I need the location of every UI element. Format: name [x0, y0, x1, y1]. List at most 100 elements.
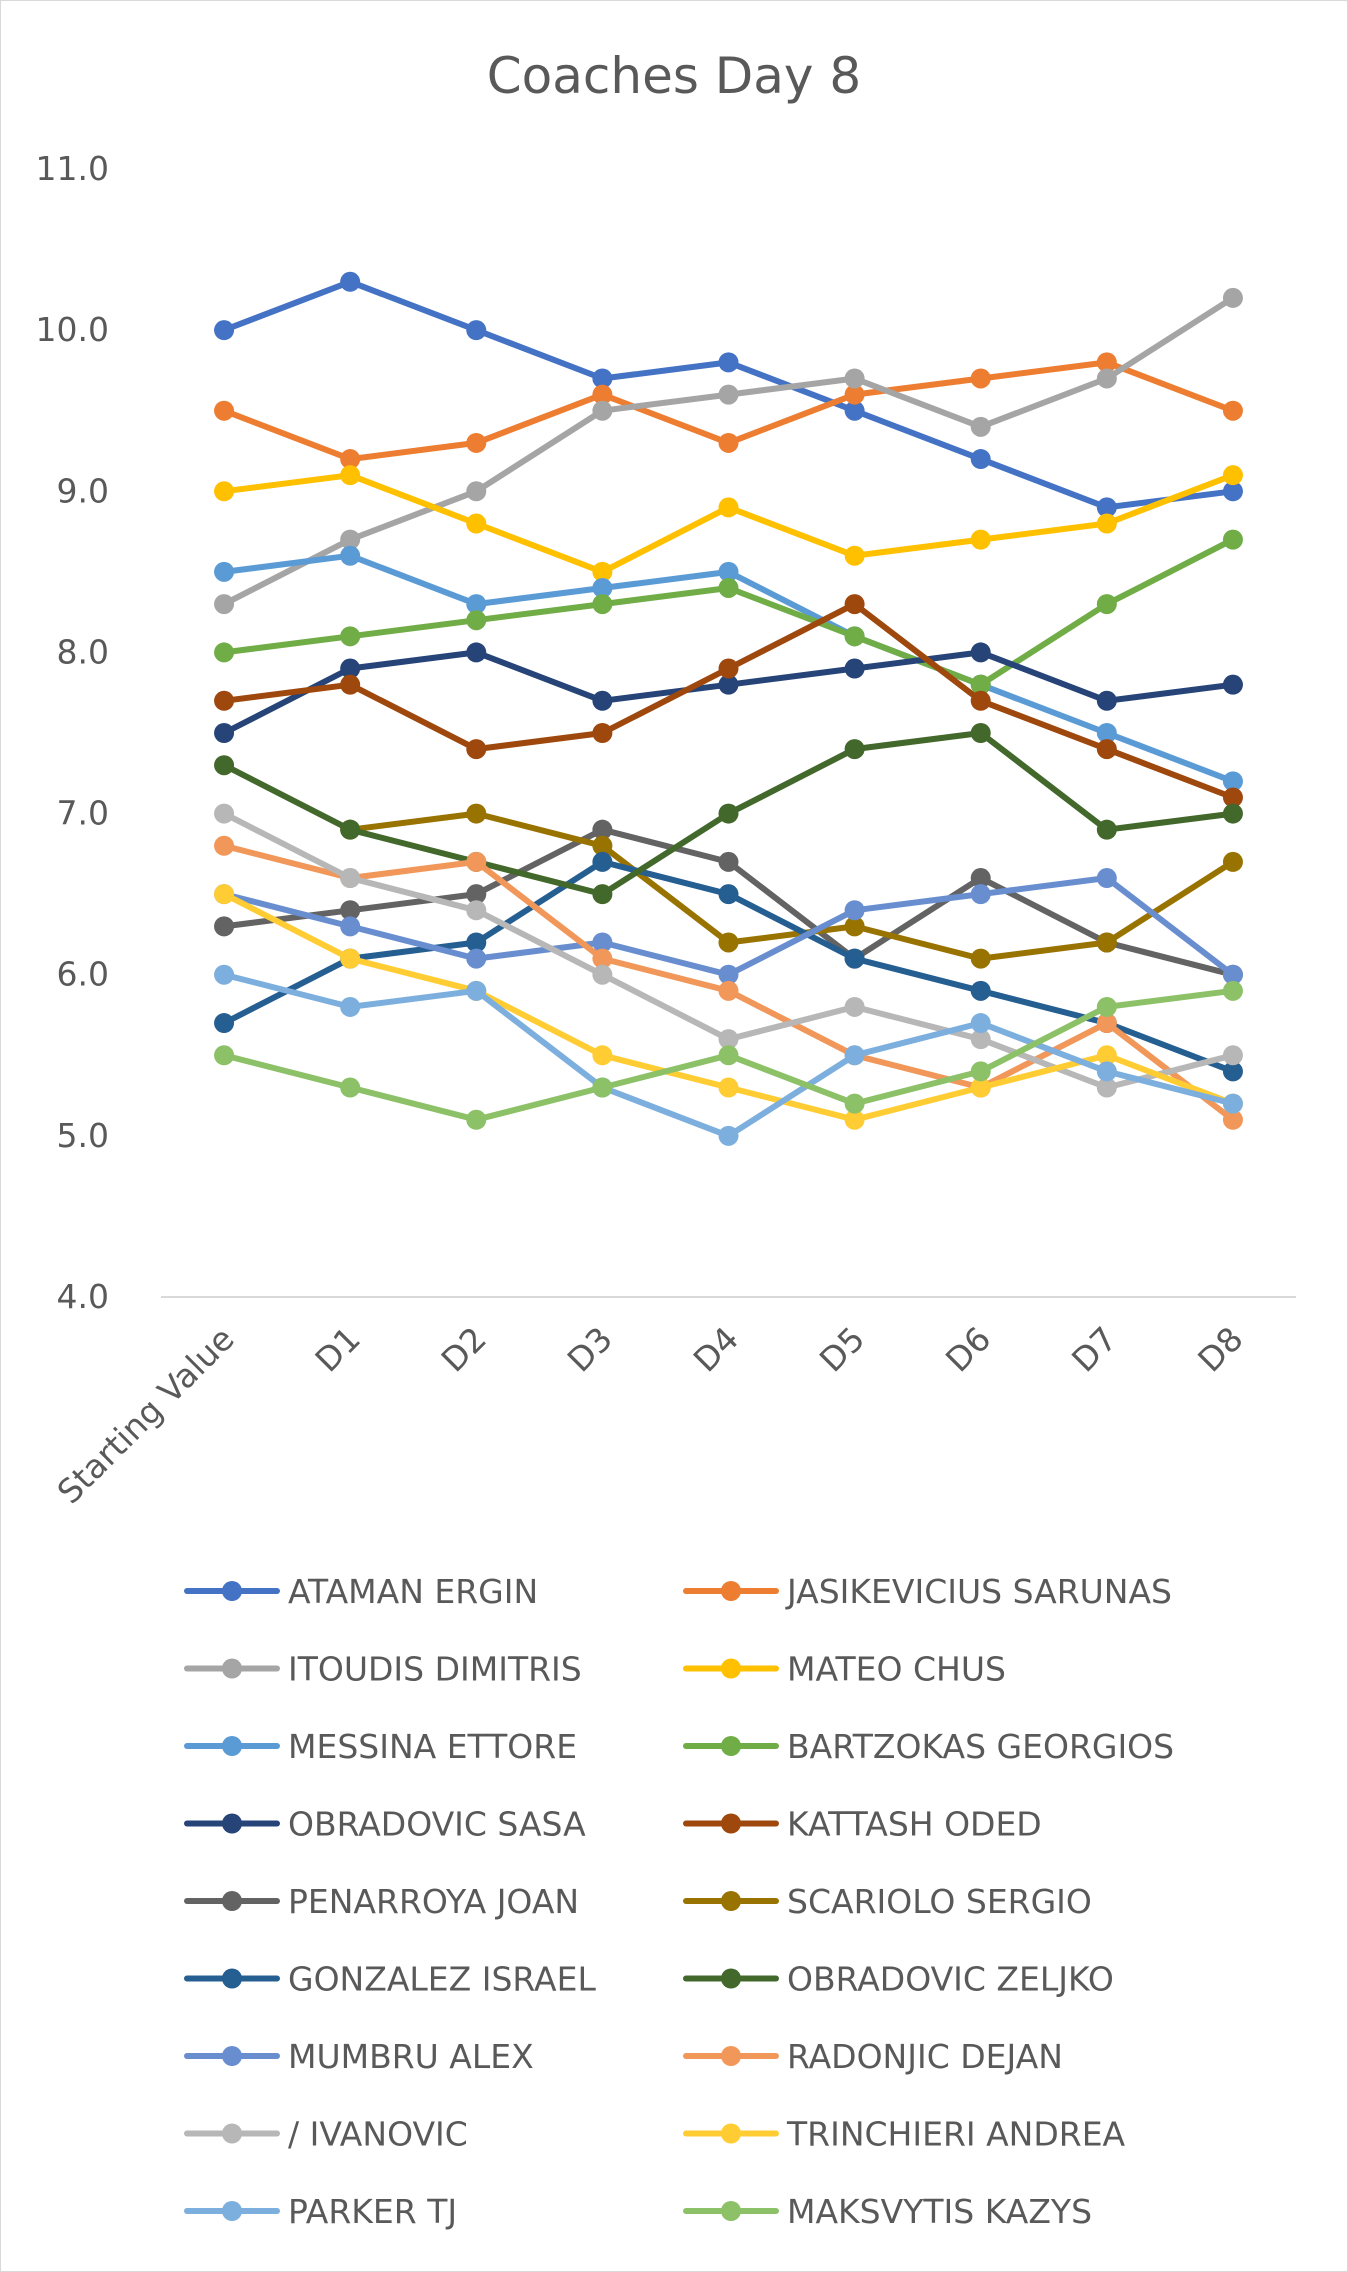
x-tick-label: D3	[560, 1319, 620, 1379]
data-point	[340, 626, 361, 647]
data-point	[844, 900, 865, 921]
y-tick-label: 4.0	[57, 1277, 109, 1316]
data-point	[718, 803, 739, 824]
data-point	[718, 577, 739, 598]
data-point	[214, 1045, 235, 1066]
x-tick-label: D8	[1190, 1319, 1250, 1379]
legend-item: PENARROYA JOAN	[184, 1882, 579, 1921]
data-point	[340, 658, 361, 679]
data-point	[718, 964, 739, 985]
data-point	[466, 803, 487, 824]
data-point	[1222, 1045, 1243, 1066]
data-point	[1096, 513, 1117, 534]
legend-swatch-marker	[721, 1581, 741, 1601]
data-point	[718, 1125, 739, 1146]
legend-label: JASIKEVICIUS SARUNAS	[785, 1572, 1172, 1611]
data-point	[844, 739, 865, 760]
series-line	[214, 980, 1243, 1130]
legend-label: PARKER TJ	[288, 2192, 457, 2231]
data-point	[592, 835, 613, 856]
series-line	[214, 868, 1243, 985]
legend-swatch-marker	[222, 1891, 242, 1911]
x-tick-label: D4	[686, 1319, 746, 1379]
legend-swatch-marker	[222, 2046, 242, 2066]
data-point	[214, 320, 235, 341]
legend-label: BARTZOKAS GEORGIOS	[787, 1727, 1174, 1766]
legend-swatch-marker	[721, 2201, 741, 2221]
series-line	[214, 723, 1243, 905]
data-point	[466, 610, 487, 631]
data-point	[718, 497, 739, 518]
data-point	[466, 1109, 487, 1130]
legend-item: / IVANOVIC	[184, 2115, 468, 2154]
series-line	[214, 803, 1243, 1098]
legend-swatch-marker	[721, 2046, 741, 2066]
y-tick-label: 8.0	[57, 632, 109, 671]
series-line	[214, 642, 1243, 743]
data-point	[1222, 803, 1243, 824]
data-point	[592, 932, 613, 953]
data-point	[340, 465, 361, 486]
data-point	[718, 884, 739, 905]
data-point	[844, 384, 865, 405]
data-point	[340, 449, 361, 470]
y-tick-label: 10.0	[36, 310, 109, 349]
data-point	[214, 594, 235, 615]
series-line	[214, 465, 1243, 582]
legend-label: RADONJIC DEJAN	[787, 2037, 1063, 2076]
data-point	[844, 1045, 865, 1066]
data-point	[1096, 819, 1117, 840]
data-point	[592, 384, 613, 405]
x-tick-label: Starting Value	[50, 1319, 242, 1511]
legend-label: OBRADOVIC ZELJKO	[787, 1960, 1114, 1999]
data-point	[1222, 787, 1243, 808]
legend-item: ATAMAN ERGIN	[184, 1572, 538, 1611]
legend-label: SCARIOLO SERGIO	[787, 1882, 1092, 1921]
legend-item: MAKSVYTIS KAZYS	[683, 2192, 1092, 2231]
data-point	[592, 851, 613, 872]
data-point	[1096, 690, 1117, 711]
data-point	[844, 948, 865, 969]
data-point	[340, 819, 361, 840]
data-point	[970, 529, 991, 550]
data-point	[592, 368, 613, 389]
data-point	[1222, 481, 1243, 502]
data-point	[1096, 1013, 1117, 1034]
data-point	[970, 1061, 991, 1082]
legend-label: / IVANOVIC	[288, 2115, 468, 2154]
series-layer	[214, 271, 1243, 1146]
data-point	[340, 868, 361, 889]
data-point	[718, 851, 739, 872]
chart-title: Coaches Day 8	[487, 47, 861, 105]
legend-item: MATEO CHUS	[683, 1650, 1006, 1689]
data-point	[592, 819, 613, 840]
series-line	[214, 851, 1243, 1082]
data-point	[466, 739, 487, 760]
data-point	[466, 432, 487, 453]
data-point	[340, 545, 361, 566]
data-point	[1096, 1061, 1117, 1082]
legend-swatch-marker	[721, 1813, 741, 1834]
series-line	[214, 287, 1243, 615]
data-point	[214, 916, 235, 937]
data-point	[214, 755, 235, 776]
data-point	[1222, 771, 1243, 792]
legend-label: MATEO CHUS	[787, 1650, 1006, 1689]
legend-label: MUMBRU ALEX	[288, 2037, 534, 2076]
data-point	[340, 1077, 361, 1098]
data-point	[340, 529, 361, 550]
data-point	[1222, 465, 1243, 486]
data-point	[844, 1093, 865, 1114]
data-point	[592, 948, 613, 969]
data-point	[1222, 529, 1243, 550]
data-point	[466, 948, 487, 969]
data-point	[718, 384, 739, 405]
data-point	[844, 916, 865, 937]
data-point	[592, 594, 613, 615]
legend-item: TRINCHIERI ANDREA	[683, 2115, 1126, 2154]
x-tick-label: D5	[812, 1319, 872, 1379]
data-point	[844, 658, 865, 679]
data-point	[970, 723, 991, 743]
legend-label: OBRADOVIC SASA	[288, 1805, 586, 1844]
series-line	[214, 352, 1243, 470]
